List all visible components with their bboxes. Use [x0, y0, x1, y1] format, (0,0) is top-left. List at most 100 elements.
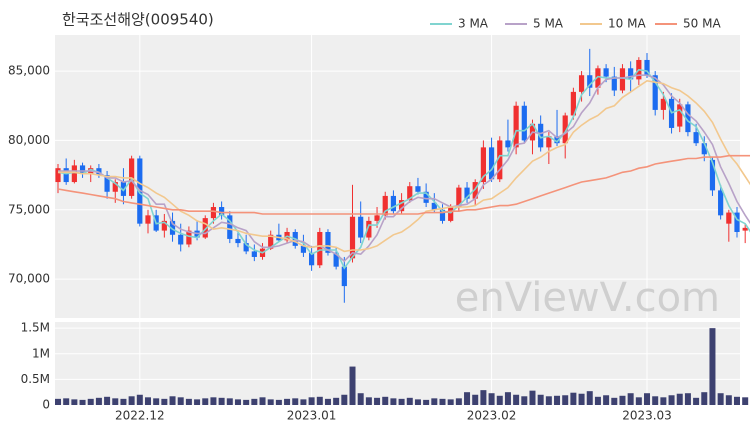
y-tick-label: 0 [42, 398, 50, 412]
volume-bar [333, 397, 340, 405]
volume-bar [316, 396, 323, 405]
volume-bar [136, 394, 143, 405]
candle-body [546, 136, 552, 148]
candle-body [63, 168, 69, 183]
volume-bar [635, 397, 642, 405]
volume-bar [709, 328, 716, 405]
candle-body [578, 75, 585, 92]
candle-body [104, 175, 110, 192]
candle-body [300, 245, 307, 253]
candle-body [325, 231, 331, 253]
y-tick-label: 70,000 [8, 272, 50, 286]
candle-body [505, 140, 511, 148]
candle-body [628, 68, 634, 80]
volume-bar [586, 391, 593, 405]
ma-line [57, 68, 750, 270]
candle-body [562, 115, 568, 144]
legend-label: 3 MA [458, 17, 489, 31]
volume-bar [120, 398, 127, 405]
candle-body [742, 227, 748, 231]
x-tick-label: 2022.12 [115, 409, 165, 423]
candle-body [480, 147, 486, 183]
candle-body [349, 216, 356, 259]
candle-body [587, 75, 593, 88]
volume-bar [144, 397, 151, 405]
volume-bar [644, 393, 651, 405]
volume-bar [169, 396, 176, 405]
candle-body [611, 76, 617, 91]
volume-bar [472, 394, 479, 405]
volume-bar [251, 398, 258, 405]
volume-bar [95, 397, 102, 405]
volume-bar [431, 398, 438, 405]
volume-bar [513, 394, 520, 405]
candle-body [660, 98, 666, 110]
candle-body [693, 132, 699, 144]
candle-body [701, 143, 707, 155]
candle-body [268, 234, 274, 249]
volume-bar [611, 397, 618, 405]
volume-bar [742, 397, 749, 405]
candle-body [521, 105, 527, 141]
volume-bar [112, 398, 119, 405]
volume-bar [423, 399, 430, 405]
volume-bar [104, 396, 111, 405]
candle-body [210, 207, 217, 219]
candle-body [358, 216, 364, 238]
candle-body [382, 195, 388, 216]
y-tick-label: 1.5M [21, 321, 50, 335]
candle-body [178, 234, 184, 245]
volume-bar [177, 397, 184, 405]
candle-body [464, 187, 470, 199]
volume-bar [87, 398, 94, 405]
volume-bar [185, 398, 192, 405]
volume-bar [488, 393, 495, 405]
volume-bar [210, 397, 217, 405]
volume-bar [194, 399, 201, 405]
volume-bar [406, 397, 413, 405]
candle-body [227, 215, 233, 239]
candle-body [619, 68, 626, 91]
volume-bar [161, 398, 168, 405]
legend-label: 50 MA [683, 17, 721, 31]
candle-body [497, 140, 503, 180]
volume-bar [63, 398, 70, 405]
volume-bar [234, 399, 241, 405]
candle-body [235, 238, 241, 244]
candle-body [390, 195, 397, 212]
candle-body [513, 105, 519, 148]
candle-body [472, 182, 478, 199]
candle-body [718, 190, 724, 216]
candle-body [366, 220, 372, 238]
volume-bar [578, 393, 585, 405]
candle-body [169, 220, 176, 235]
y-tick-label: 75,000 [8, 202, 50, 216]
candle-body [219, 207, 225, 216]
volume-bar [594, 396, 601, 405]
volume-bar [374, 397, 381, 405]
volume-bar [504, 392, 511, 405]
volume-bar [554, 395, 561, 405]
volume-bar [619, 395, 626, 405]
legend-label: 5 MA [533, 17, 564, 31]
volume-bar [464, 392, 471, 405]
volume-bar [676, 393, 683, 405]
candle-body [538, 123, 544, 148]
candle-body [186, 230, 192, 245]
price-panel [55, 35, 740, 318]
candle-body [488, 147, 495, 180]
volume-bar [300, 399, 307, 405]
volume-bar [259, 397, 266, 405]
volume-bar [701, 392, 708, 405]
candle-body [726, 212, 732, 224]
volume-bar [390, 398, 397, 405]
candle-body [317, 231, 323, 266]
volume-bar [537, 394, 544, 405]
x-tick-label: 2023.02 [467, 409, 517, 423]
candle-body [333, 252, 339, 267]
candle-body [448, 207, 454, 221]
volume-bar [734, 396, 740, 405]
volume-bar [324, 398, 331, 405]
candle-body [112, 182, 118, 192]
